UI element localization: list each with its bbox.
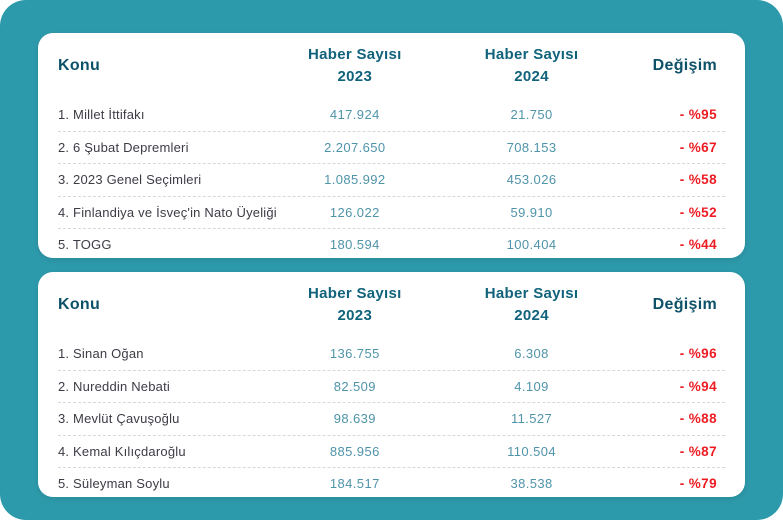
row-change: - %88	[679, 411, 717, 427]
row-change: - %58	[679, 172, 717, 188]
row-topic: 5. TOGG	[58, 237, 112, 253]
row-topic: 5. Süleyman Soylu	[58, 476, 170, 492]
topics-table-card: Konu Haber Sayısı 2023 Haber Sayısı 2024…	[38, 33, 745, 258]
row-change: - %44	[679, 237, 717, 253]
row-count-2023: 126.022	[329, 204, 380, 220]
row-count-2024: 38.538	[510, 476, 553, 492]
topics-table-header-row: Konu Haber Sayısı 2023 Haber Sayısı 2024…	[58, 33, 725, 99]
row-count-2023: 2.207.650	[324, 139, 386, 155]
row-count-2023: 136.755	[329, 346, 380, 362]
header-konu: Konu	[58, 57, 101, 74]
row-count-2024: 4.109	[514, 378, 549, 394]
row-count-2023: 1.085.992	[324, 172, 386, 188]
table-row: 1. Sinan Oğan 136.755 6.308 - %96	[58, 338, 725, 370]
row-topic: 2. 6 Şubat Depremleri	[58, 139, 189, 155]
row-topic: 2. Nureddin Nebati	[58, 378, 170, 394]
row-count-2023: 885.956	[329, 443, 380, 459]
row-count-2024: 59.910	[510, 204, 553, 220]
row-count-2024: 100.404	[506, 237, 557, 253]
row-count-2023: 417.924	[329, 107, 380, 123]
row-change: - %96	[679, 346, 717, 362]
row-count-2023: 180.594	[329, 237, 380, 253]
row-count-2024: 6.308	[514, 346, 549, 362]
row-count-2024: 453.026	[506, 172, 557, 188]
row-change: - %67	[679, 139, 717, 155]
header-degisim: Değişim	[652, 57, 717, 74]
row-change: - %52	[679, 204, 717, 220]
row-topic: 1. Sinan Oğan	[58, 346, 144, 362]
header-haber-sayisi-2024: Haber Sayısı 2024	[484, 46, 579, 85]
row-topic: 4. Kemal Kılıçdaroğlu	[58, 443, 186, 459]
table-row: 5. Süleyman Soylu 184.517 38.538 - %79	[58, 467, 725, 500]
row-count-2023: 98.639	[333, 411, 376, 427]
row-count-2024: 11.527	[510, 411, 553, 427]
header-haber-sayisi-2023: Haber Sayısı 2023	[307, 285, 402, 324]
table-row: 3. Mevlüt Çavuşoğlu 98.639 11.527 - %88	[58, 402, 725, 435]
table-row: 5. TOGG 180.594 100.404 - %44	[58, 228, 725, 261]
row-topic: 3. 2023 Genel Seçimleri	[58, 172, 202, 188]
row-count-2024: 110.504	[507, 443, 556, 459]
row-count-2023: 184.517	[329, 476, 380, 492]
table-row: 1. Millet İttifakı 417.924 21.750 - %95	[58, 99, 725, 131]
row-change: - %94	[679, 378, 717, 394]
header-haber-sayisi-2024: Haber Sayısı 2024	[484, 285, 579, 324]
row-change: - %79	[679, 476, 717, 492]
people-table-card: Konu Haber Sayısı 2023 Haber Sayısı 2024…	[38, 272, 745, 497]
row-topic: 4. Finlandiya ve İsveç'in Nato Üyeliği	[58, 204, 277, 220]
table-row: 2. Nureddin Nebati 82.509 4.109 - %94	[58, 369, 725, 403]
row-topic: 1. Millet İttifakı	[58, 107, 145, 123]
row-change: - %95	[679, 107, 717, 123]
table-row: 2. 6 Şubat Depremleri 2.207.650 708.153 …	[58, 130, 725, 164]
table-row: 4. Finlandiya ve İsveç'in Nato Üyeliği 1…	[58, 195, 725, 229]
row-change: - %87	[679, 443, 717, 459]
row-count-2024: 708.153	[506, 139, 557, 155]
header-haber-sayisi-2023: Haber Sayısı 2023	[307, 46, 402, 85]
header-konu: Konu	[58, 296, 101, 313]
table-row: 4. Kemal Kılıçdaroğlu 885.956 110.504 - …	[58, 434, 725, 468]
header-degisim: Değişim	[652, 296, 717, 313]
row-count-2023: 82.509	[333, 378, 376, 394]
row-count-2024: 21.750	[510, 107, 553, 123]
row-topic: 3. Mevlüt Çavuşoğlu	[58, 411, 180, 427]
table-row: 3. 2023 Genel Seçimleri 1.085.992 453.02…	[58, 163, 725, 196]
people-table-header-row: Konu Haber Sayısı 2023 Haber Sayısı 2024…	[58, 272, 725, 338]
